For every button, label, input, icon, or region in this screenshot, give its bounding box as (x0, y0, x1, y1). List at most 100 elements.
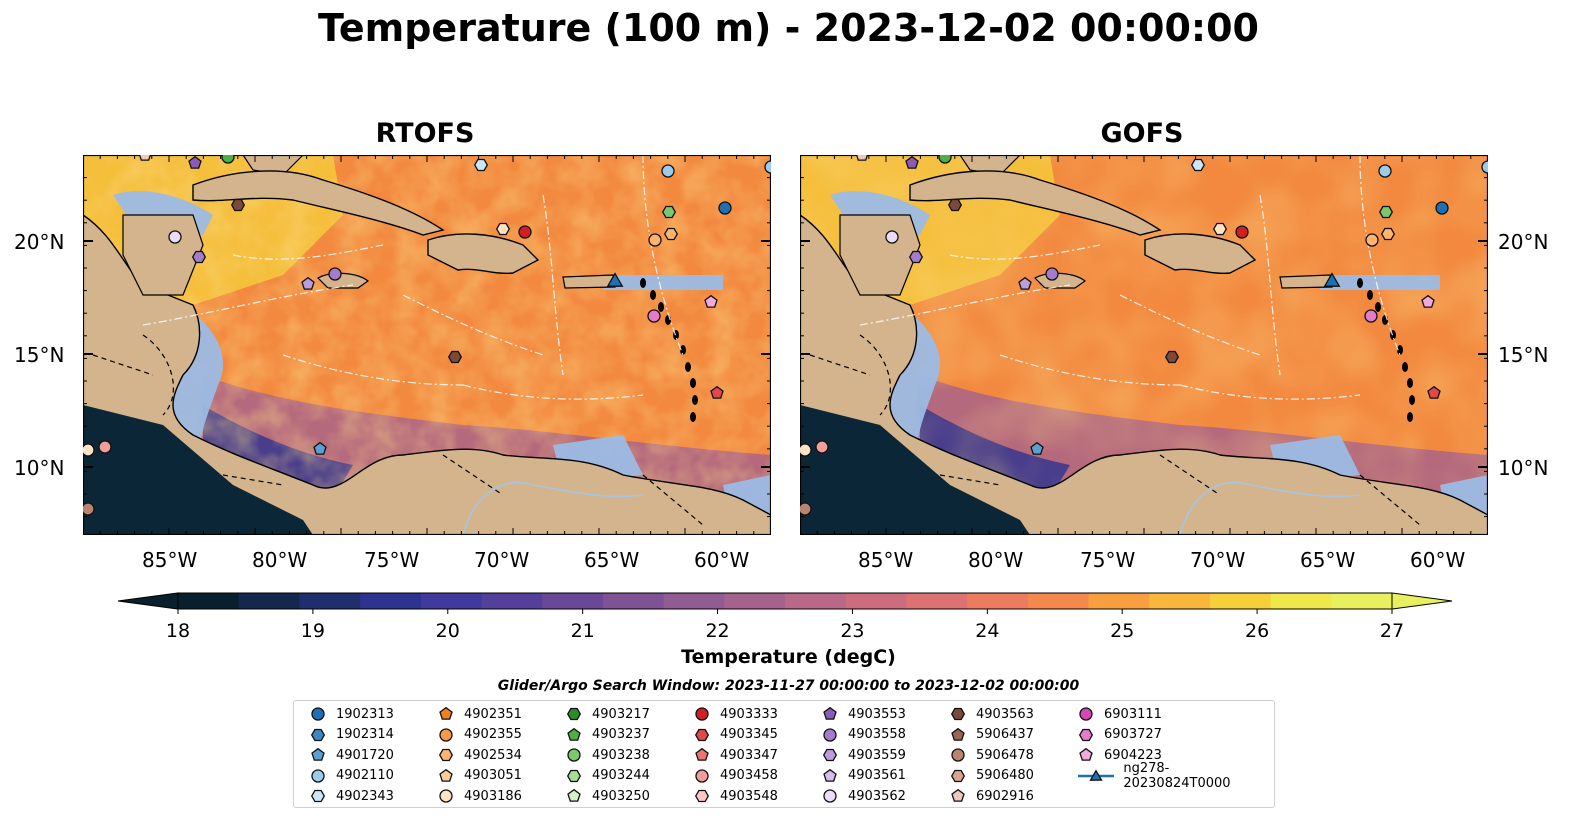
legend-label: 4903186 (464, 788, 522, 804)
lon-label-85w-rtofs: 85°W (142, 548, 198, 572)
legend-label: 4902343 (336, 788, 394, 804)
colorbar-extend-low (117, 592, 179, 610)
eez-boundary (462, 384, 644, 400)
colorbar-segment (299, 593, 361, 609)
float-marker (1364, 309, 1378, 323)
float-legend-icon (1078, 728, 1094, 741)
legend-entry: 5906478 (948, 745, 1034, 765)
float-marker (1427, 385, 1441, 399)
temperature-colorbar (117, 592, 1453, 614)
hexagon-icon (438, 749, 454, 762)
colorbar-segment (1270, 593, 1332, 609)
float-legend-icon (566, 707, 582, 721)
float-marker (1164, 350, 1180, 364)
country-border (142, 334, 174, 416)
shallow-shelf (603, 275, 723, 290)
circle-icon (439, 727, 453, 742)
float-marker (647, 309, 661, 323)
legend-entry: 6903727 (1076, 725, 1162, 745)
shallow-shelf (1320, 275, 1440, 290)
float-marker (301, 276, 315, 290)
float-marker (661, 164, 675, 178)
legend-label: 5906478 (976, 747, 1034, 763)
float-marker (1421, 294, 1435, 308)
legend-entry: 6904223 (1076, 745, 1162, 765)
antilles-island (640, 278, 646, 288)
colorbar-label: Temperature (degC) (681, 646, 896, 668)
colorbar-segment (1209, 593, 1272, 609)
colorbar-segment (663, 593, 725, 609)
legend-label: 4903217 (592, 706, 650, 722)
legend-label: 4902534 (464, 747, 522, 763)
legend-label: 1902314 (336, 727, 394, 743)
float-marker (518, 225, 532, 239)
legend-entry: 6903111 (1076, 704, 1162, 724)
float-legend-icon (950, 707, 966, 721)
legend-box: 1902313 1902314 4901720 4902110 4902343 49023… (293, 700, 1275, 808)
legend-label: 4903458 (720, 768, 778, 784)
float-legend-icon (823, 706, 837, 720)
float-marker (188, 155, 202, 169)
float-legend-icon (694, 728, 710, 741)
colorbar-segment (724, 593, 786, 609)
legend-label: 4903051 (464, 768, 522, 784)
float-marker (908, 250, 924, 264)
lon-label-70w-rtofs: 70°W (474, 548, 530, 572)
country-border (939, 474, 1001, 486)
colorbar-segment (967, 593, 1029, 609)
pentagon-icon (823, 768, 837, 782)
legend-entry: 4903563 (948, 704, 1034, 724)
legend-entry: 4903345 (692, 725, 778, 745)
float-legend-icon (823, 727, 837, 742)
eez-boundary (859, 284, 1071, 326)
float-marker (1045, 267, 1059, 281)
float-marker (1378, 205, 1394, 219)
colorbar-segment (906, 593, 968, 609)
hexagon-icon (566, 707, 582, 721)
colorbar-tick-label: 18 (165, 620, 191, 642)
legend-label: 6903111 (1104, 706, 1162, 722)
river (462, 481, 644, 535)
river (1179, 481, 1361, 535)
hexagon-icon (310, 728, 326, 741)
float-legend-icon (439, 768, 453, 782)
lon-label-85w-gofs: 85°W (858, 548, 914, 572)
antilles-island (1409, 395, 1415, 405)
legend-label: 4903237 (592, 727, 650, 743)
float-legend-icon (822, 749, 838, 762)
search-window-text: Glider/Argo Search Window: 2023-11-27 00… (497, 678, 1080, 694)
legend-label: 4903238 (592, 747, 650, 763)
country-border (1159, 454, 1221, 496)
legend-entry: 4903237 (564, 725, 650, 745)
legend-label: 4903558 (848, 727, 906, 743)
float-marker (648, 233, 662, 247)
circle-icon (823, 789, 837, 804)
antilles-island (1367, 290, 1373, 300)
circle-icon (695, 769, 709, 783)
circle-icon (439, 789, 453, 804)
float-legend-icon (695, 748, 709, 761)
legend-label: 6902916 (976, 788, 1034, 804)
triangle-icon (1089, 769, 1103, 781)
colorbar-tick-label: 25 (1110, 620, 1135, 642)
colorbar-segment (481, 593, 543, 609)
legend-entry: 5906480 (948, 766, 1034, 786)
cuba (192, 170, 445, 236)
colorbar-segment (845, 593, 907, 609)
antilles-island (650, 290, 656, 300)
antilles-island (1375, 302, 1381, 312)
float-legend-icon (951, 727, 965, 741)
eez-boundary (1119, 294, 1261, 356)
float-legend-icon (311, 769, 325, 783)
float-legend-icon (311, 707, 325, 721)
legend-label: 4901720 (336, 747, 394, 763)
lon-label-75w-gofs: 75°W (1080, 548, 1136, 572)
colorbar-segment (420, 593, 483, 609)
float-marker (1380, 227, 1396, 241)
float-marker (1378, 164, 1392, 178)
eez-boundary (1179, 384, 1361, 400)
eez-boundary (282, 354, 464, 386)
colorbar-segment (1088, 593, 1150, 609)
legend-label: 5906480 (976, 768, 1034, 784)
legend-entry: 4903559 (820, 745, 906, 765)
